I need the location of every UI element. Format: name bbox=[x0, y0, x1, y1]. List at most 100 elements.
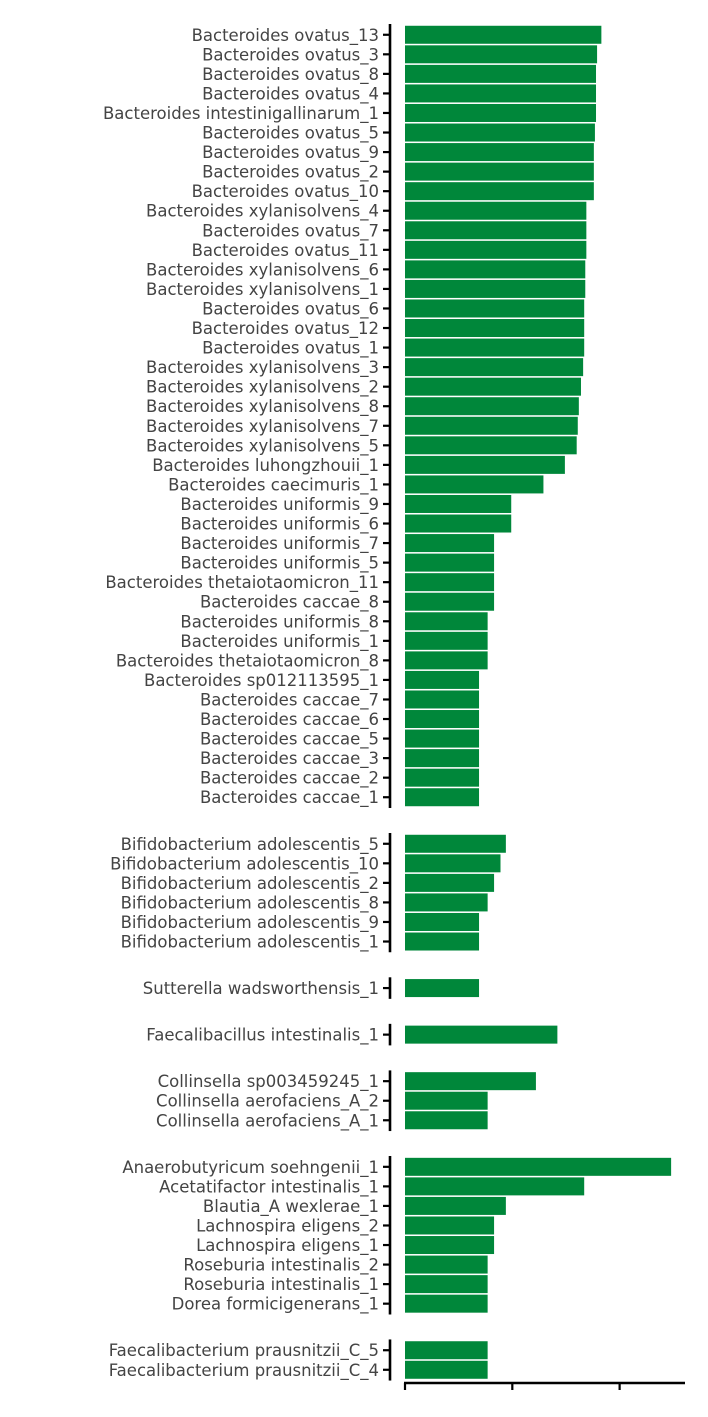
bar bbox=[405, 1157, 672, 1176]
y-tick-label: Bacteroides caccae_5 bbox=[200, 730, 379, 750]
bar bbox=[405, 1072, 536, 1091]
bar bbox=[405, 103, 597, 122]
bar bbox=[405, 455, 565, 474]
bar bbox=[405, 182, 594, 201]
bar bbox=[405, 260, 586, 279]
y-tick-label: Bacteroides thetaiotaomicron_8 bbox=[116, 651, 379, 671]
bar bbox=[405, 84, 597, 103]
y-tick-label: Bacteroides caccae_6 bbox=[200, 710, 379, 730]
bar-group: Faecalibacterium prausnitzii_C_5Faecalib… bbox=[109, 1339, 488, 1381]
y-tick-label: Bacteroides uniformis_9 bbox=[180, 495, 379, 515]
y-tick-label: Bifidobacterium adolescentis_9 bbox=[121, 913, 379, 933]
bar bbox=[405, 710, 480, 729]
y-tick-label: Acetatifactor intestinalis_1 bbox=[159, 1177, 379, 1197]
bar bbox=[405, 514, 512, 533]
bar bbox=[405, 573, 495, 592]
y-tick-label: Faecalibacillus intestinalis_1 bbox=[146, 1026, 379, 1046]
y-tick-label: Bifidobacterium adolescentis_10 bbox=[110, 854, 379, 874]
bar bbox=[405, 1360, 488, 1379]
bar bbox=[405, 534, 495, 553]
y-tick-label: Bacteroides caccae_2 bbox=[200, 769, 379, 789]
bar bbox=[405, 873, 495, 892]
y-tick-label: Bacteroides xylanisolvens_2 bbox=[146, 378, 379, 398]
y-tick-label: Bacteroides uniformis_8 bbox=[180, 612, 379, 632]
bar bbox=[405, 416, 578, 435]
y-tick-label: Bacteroides ovatus_1 bbox=[202, 339, 379, 359]
y-tick-label: Bacteroides xylanisolvens_4 bbox=[146, 202, 379, 222]
bar bbox=[405, 494, 512, 513]
y-tick-label: Faecalibacterium prausnitzii_C_5 bbox=[109, 1341, 379, 1361]
y-tick-label: Bacteroides xylanisolvens_8 bbox=[146, 397, 379, 417]
y-tick-label: Bacteroides intestinigallinarum_1 bbox=[103, 104, 379, 124]
y-tick-label: Bacteroides xylanisolvens_3 bbox=[146, 358, 379, 378]
y-tick-label: Bacteroides ovatus_10 bbox=[192, 182, 379, 202]
bar bbox=[405, 749, 480, 768]
y-tick-label: Bacteroides uniformis_5 bbox=[180, 554, 379, 574]
y-tick-label: Bacteroides ovatus_9 bbox=[202, 143, 379, 163]
bar bbox=[405, 1275, 488, 1294]
y-tick-label: Bifidobacterium adolescentis_2 bbox=[121, 874, 379, 894]
y-tick-label: Bacteroides ovatus_8 bbox=[202, 65, 379, 85]
y-tick-label: Bacteroides uniformis_6 bbox=[180, 515, 379, 535]
y-tick-label: Collinsella aerofaciens_A_1 bbox=[156, 1111, 379, 1131]
bar bbox=[405, 319, 585, 338]
y-tick-label: Bacteroides caccae_7 bbox=[200, 690, 379, 710]
y-tick-label: Bacteroides uniformis_7 bbox=[180, 534, 379, 554]
bar bbox=[405, 932, 480, 951]
y-tick-label: Bacteroides xylanisolvens_6 bbox=[146, 260, 379, 280]
bar bbox=[405, 25, 602, 44]
y-tick-label: Bacteroides ovatus_3 bbox=[202, 45, 379, 65]
bar bbox=[405, 338, 585, 357]
y-tick-label: Bacteroides ovatus_11 bbox=[192, 241, 379, 261]
bar bbox=[405, 1216, 495, 1235]
bar bbox=[405, 553, 495, 572]
y-tick-label: Bacteroides ovatus_4 bbox=[202, 84, 379, 104]
y-tick-label: Bacteroides ovatus_13 bbox=[192, 26, 379, 46]
y-tick-label: Sutterella wadsworthensis_1 bbox=[143, 979, 379, 999]
bar bbox=[405, 788, 480, 807]
y-tick-label: Dorea formicigenerans_1 bbox=[172, 1295, 379, 1315]
y-tick-label: Bifidobacterium adolescentis_8 bbox=[121, 893, 379, 913]
bar bbox=[405, 912, 480, 931]
y-tick-label: Bacteroides ovatus_2 bbox=[202, 163, 379, 183]
bar bbox=[405, 893, 488, 912]
y-tick-label: Roseburia intestinalis_1 bbox=[183, 1275, 379, 1295]
bar bbox=[405, 299, 585, 318]
bar bbox=[405, 123, 595, 142]
y-tick-label: Lachnospira eligens_1 bbox=[196, 1236, 379, 1256]
bar bbox=[405, 64, 597, 83]
bar bbox=[405, 397, 579, 416]
y-tick-label: Bacteroides ovatus_12 bbox=[192, 319, 379, 339]
bar bbox=[405, 279, 586, 298]
bar bbox=[405, 1341, 488, 1360]
y-tick-label: Bacteroides ovatus_5 bbox=[202, 124, 379, 144]
y-tick-label: Bacteroides caccae_3 bbox=[200, 749, 379, 769]
bar-group: Faecalibacillus intestinalis_1 bbox=[146, 1023, 558, 1046]
bar bbox=[405, 631, 488, 650]
y-tick-label: Roseburia intestinalis_2 bbox=[183, 1256, 379, 1276]
bar bbox=[405, 1196, 506, 1215]
bar bbox=[405, 221, 587, 240]
bar bbox=[405, 201, 587, 220]
y-tick-label: Bacteroides xylanisolvens_7 bbox=[146, 417, 379, 437]
y-tick-label: Blautia_A wexlerae_1 bbox=[203, 1197, 379, 1217]
y-tick-label: Bacteroides caccae_8 bbox=[200, 593, 379, 613]
y-tick-label: Bacteroides caccae_1 bbox=[200, 788, 379, 808]
bar bbox=[405, 1091, 488, 1110]
bar bbox=[405, 651, 488, 670]
y-tick-label: Lachnospira eligens_2 bbox=[196, 1216, 379, 1236]
bar bbox=[405, 1025, 558, 1044]
bar bbox=[405, 979, 480, 998]
bar bbox=[405, 612, 488, 631]
y-tick-label: Bacteroides uniformis_1 bbox=[180, 632, 379, 652]
y-tick-label: Bifidobacterium adolescentis_5 bbox=[121, 835, 379, 855]
y-tick-label: Bacteroides luhongzhouii_1 bbox=[152, 456, 379, 476]
y-tick-label: Bacteroides sp012113595_1 bbox=[144, 671, 379, 691]
bar bbox=[405, 768, 480, 787]
bar bbox=[405, 358, 584, 377]
bar bbox=[405, 690, 480, 709]
bar bbox=[405, 475, 544, 494]
y-tick-label: Bacteroides xylanisolvens_5 bbox=[146, 436, 379, 456]
